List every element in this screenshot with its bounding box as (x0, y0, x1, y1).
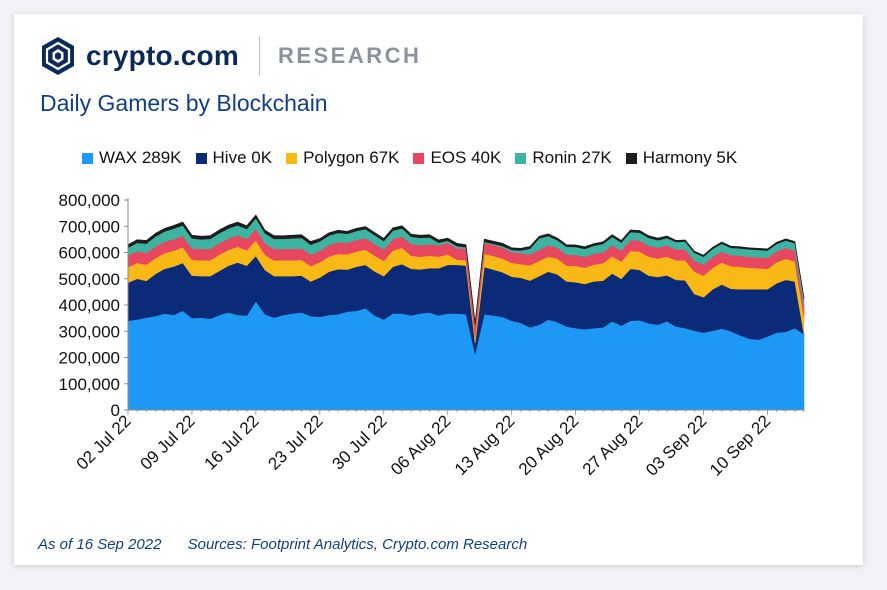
y-tick-label: 400,000 (59, 296, 120, 315)
x-tick-label: 30 Jul 22 (328, 411, 390, 473)
legend-label-eos: EOS 40K (430, 148, 502, 167)
x-tick-label: 13 Aug 22 (451, 411, 519, 479)
area-series-harmony (127, 214, 805, 325)
legend-label-harmony: Harmony 5K (642, 148, 738, 167)
legend-swatch-eos (413, 152, 425, 164)
legend-swatch-hive (195, 152, 207, 164)
x-tick-label: 03 Sep 22 (642, 411, 710, 479)
as-of-date: As of 16 Sep 2022 (38, 536, 162, 553)
legend-label-hive: Hive 0K (212, 148, 273, 167)
stacked-area-chart: 0 100,000 200,000 300,000 400,000 500,000 600,… (59, 191, 805, 480)
y-tick-label: 700,000 (59, 217, 120, 236)
chart-card: crypto.com RESEARCH Daily Gamers by Bloc… (14, 14, 863, 565)
brand-section-label: RESEARCH (277, 43, 422, 68)
y-tick-label: 100,000 (59, 375, 120, 394)
legend-item-harmony: Harmony 5K (625, 148, 738, 168)
legend-swatch-wax (82, 152, 93, 164)
y-tick-label: 0 (111, 401, 120, 420)
brand-name: crypto.com (86, 40, 239, 71)
legend-item-hive: Hive 0K (195, 148, 273, 168)
y-tick-label: 800,000 (59, 191, 120, 210)
sources-note: Sources: Footprint Analytics, Crypto.com… (187, 536, 528, 553)
y-tick-label: 600,000 (59, 244, 120, 263)
legend-swatch-polygon (286, 152, 298, 164)
x-tick-label: 20 Aug 22 (515, 411, 583, 479)
y-tick-label: 300,000 (59, 322, 120, 341)
chart-footer: As of 16 Sep 2022 Sources: Footprint Ana… (38, 536, 527, 553)
legend-item-eos: EOS 40K (413, 148, 501, 168)
legend-item-ronin: Ronin 27K (515, 148, 612, 168)
legend-item-polygon: Polygon 67K (286, 148, 399, 168)
crypto-com-logo-icon (42, 37, 74, 75)
x-tick-label: 27 Aug 22 (579, 411, 647, 479)
x-tick-label: 09 Jul 22 (137, 411, 199, 473)
x-tick-label: 10 Sep 22 (706, 411, 774, 479)
legend-label-ronin: Ronin 27K (532, 148, 612, 167)
y-tick-label: 500,000 (59, 270, 120, 289)
legend-label-polygon: Polygon 67K (303, 148, 400, 167)
legend-swatch-harmony (625, 152, 637, 164)
legend-item-wax: WAX 289K (82, 148, 182, 168)
legend-swatch-ronin (515, 152, 527, 164)
chart-title: Daily Gamers by Blockchain (40, 90, 328, 116)
x-tick-label: 23 Jul 22 (264, 411, 326, 473)
y-tick-label: 200,000 (59, 349, 120, 368)
brand-divider (258, 36, 260, 76)
chart-legend: WAX 289K Hive 0K Polygon 67K EOS 40K Ronin 2… (82, 148, 843, 168)
x-tick-label: 02 Jul 22 (73, 411, 135, 473)
legend-label-wax: WAX 289K (99, 148, 182, 167)
x-tick-label: 16 Jul 22 (200, 411, 262, 473)
brand-header: crypto.com RESEARCH (40, 34, 421, 78)
x-tick-label: 06 Aug 22 (387, 411, 455, 479)
